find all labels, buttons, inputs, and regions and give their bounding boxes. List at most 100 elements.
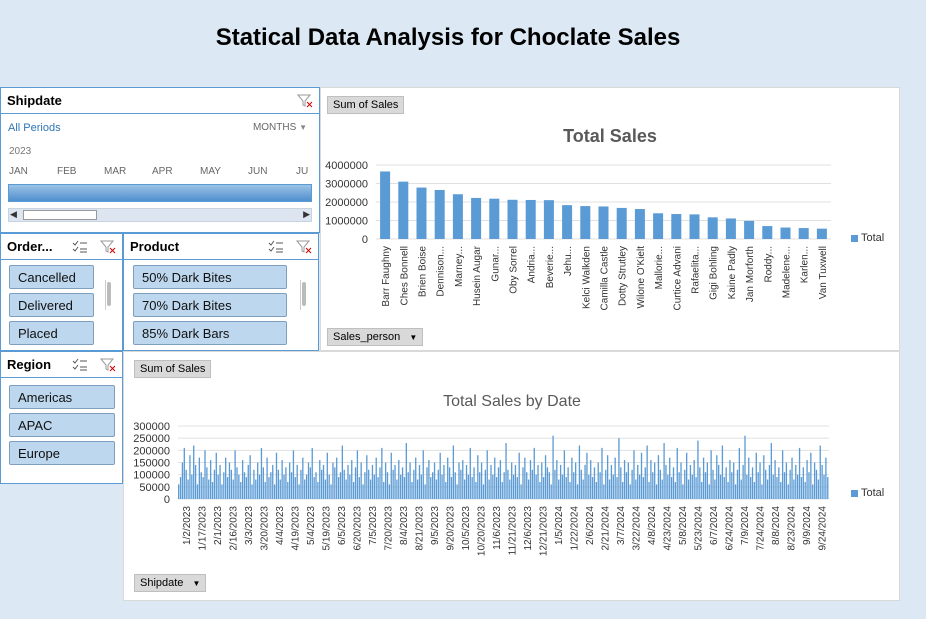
chart2-bar[interactable] xyxy=(686,452,688,499)
chart2-bar[interactable] xyxy=(590,460,592,499)
shipdate-timeline[interactable]: Shipdate All Periods MONTHS ▼ 2023 JAN FE… xyxy=(0,87,320,233)
timeline-selection-bar[interactable] xyxy=(8,184,312,202)
chart2-bar[interactable] xyxy=(638,474,641,499)
chart2-bar[interactable] xyxy=(537,464,539,499)
chart2-bar[interactable] xyxy=(659,469,661,499)
timeline-month-label[interactable]: MAY xyxy=(200,166,221,177)
slicer-item-placed[interactable]: Placed xyxy=(9,321,94,345)
sum-of-sales-button[interactable]: Sum of Sales xyxy=(134,360,212,378)
chart1-bar[interactable] xyxy=(762,226,773,239)
chart2-bar[interactable] xyxy=(670,477,673,499)
chart1-bar[interactable] xyxy=(489,198,500,239)
chart2-bar[interactable] xyxy=(676,447,678,499)
chart2-bar[interactable] xyxy=(351,460,353,499)
chart2-bar[interactable] xyxy=(253,469,255,499)
chart2-bar[interactable] xyxy=(674,481,677,499)
chart2-bar[interactable] xyxy=(264,481,266,499)
chart2-bar[interactable] xyxy=(247,464,249,499)
chart2-bar[interactable] xyxy=(533,447,535,499)
chart2-bar[interactable] xyxy=(740,479,742,499)
multi-select-icon[interactable] xyxy=(268,240,284,254)
chart2-bar[interactable] xyxy=(458,462,460,500)
chart2-bar[interactable] xyxy=(804,481,806,499)
chart2-bar[interactable] xyxy=(228,462,231,500)
chart2-bar[interactable] xyxy=(797,474,799,499)
chart2-bar[interactable] xyxy=(443,464,445,499)
chart2-bar[interactable] xyxy=(258,474,261,499)
chart2-bar[interactable] xyxy=(266,457,268,499)
chart2-bar[interactable] xyxy=(687,479,690,499)
chart2-bar[interactable] xyxy=(369,479,372,499)
chart2-bar[interactable] xyxy=(473,467,475,499)
all-periods-link[interactable]: All Periods xyxy=(8,122,61,134)
chart2-bar[interactable] xyxy=(646,445,648,499)
chart2-bar[interactable] xyxy=(622,481,624,499)
chart2-bar[interactable] xyxy=(467,474,470,499)
chart2-bar[interactable] xyxy=(522,467,524,499)
chart2-bar[interactable] xyxy=(388,484,391,499)
chart2-bar[interactable] xyxy=(512,474,515,499)
chart2-bar[interactable] xyxy=(759,462,761,500)
chart2-bar[interactable] xyxy=(623,460,626,499)
chart2-bar[interactable] xyxy=(270,472,272,499)
chart2-bar[interactable] xyxy=(460,469,462,499)
chart2-bar[interactable] xyxy=(810,452,812,499)
chart2-bar[interactable] xyxy=(200,472,202,499)
chart2-bar[interactable] xyxy=(716,455,718,499)
chart2-bar[interactable] xyxy=(748,457,750,499)
chart2-bar[interactable] xyxy=(354,467,357,499)
chart2-bar[interactable] xyxy=(437,469,439,499)
chart2-bar[interactable] xyxy=(273,484,276,499)
multi-select-icon[interactable] xyxy=(72,240,88,254)
chart2-bar[interactable] xyxy=(808,472,810,499)
chart2-bar[interactable] xyxy=(243,472,246,499)
chart2-bar[interactable] xyxy=(495,477,498,499)
chart2-bar[interactable] xyxy=(341,445,344,499)
clear-filter-icon[interactable] xyxy=(295,240,312,254)
chart2-bar[interactable] xyxy=(672,467,675,499)
chart2-bar[interactable] xyxy=(345,479,347,499)
chart2-bar[interactable] xyxy=(501,481,503,499)
chart2-bar[interactable] xyxy=(665,464,667,499)
chart2-bar[interactable] xyxy=(550,484,552,499)
chart2-bar[interactable] xyxy=(593,467,596,499)
slicer-item-delivered[interactable]: Delivered xyxy=(9,293,94,317)
chart2-bar[interactable] xyxy=(708,484,710,499)
chart2-bar[interactable] xyxy=(194,464,197,499)
chart2-bar[interactable] xyxy=(398,460,400,499)
chart2-bar[interactable] xyxy=(251,484,253,499)
chart2-bar[interactable] xyxy=(680,462,682,500)
chart2-bar[interactable] xyxy=(492,474,494,499)
chart2-bar[interactable] xyxy=(368,469,370,499)
sales-by-date-chart-panel[interactable]: Sum of Sales Total Sales by Date 0 50000 10… xyxy=(123,351,900,601)
chart2-bar[interactable] xyxy=(787,484,789,499)
chart2-bar[interactable] xyxy=(701,481,703,499)
chart2-bar[interactable] xyxy=(721,445,724,499)
chart2-bar[interactable] xyxy=(669,457,671,499)
chart2-bar[interactable] xyxy=(475,481,477,499)
chart2-bar[interactable] xyxy=(315,472,317,499)
chart2-bar[interactable] xyxy=(364,472,366,499)
chart2-bar[interactable] xyxy=(307,462,310,500)
timeline-month-label[interactable]: JAN xyxy=(9,166,28,177)
chart2-bar[interactable] xyxy=(631,469,633,499)
chart1-bar[interactable] xyxy=(562,205,573,239)
chart2-bar[interactable] xyxy=(734,484,737,499)
chart2-bar[interactable] xyxy=(780,481,782,499)
chart2-bar[interactable] xyxy=(415,457,417,499)
chart2-bar[interactable] xyxy=(289,462,291,500)
chart2-bar[interactable] xyxy=(644,467,646,499)
chart2-bar[interactable] xyxy=(749,477,752,499)
chart2-bar[interactable] xyxy=(511,462,513,500)
chart2-bar[interactable] xyxy=(322,464,325,499)
chart2-bar[interactable] xyxy=(640,452,643,499)
chart2-bar[interactable] xyxy=(499,460,502,499)
chart1-bar[interactable] xyxy=(816,228,827,239)
chart2-bar[interactable] xyxy=(407,472,409,499)
chart2-bar[interactable] xyxy=(302,457,304,499)
chart2-bar[interactable] xyxy=(215,452,217,499)
chart2-bar[interactable] xyxy=(377,477,379,499)
chart2-bar[interactable] xyxy=(379,467,381,499)
chart2-bar[interactable] xyxy=(448,467,451,499)
chart2-bar[interactable] xyxy=(770,443,772,499)
